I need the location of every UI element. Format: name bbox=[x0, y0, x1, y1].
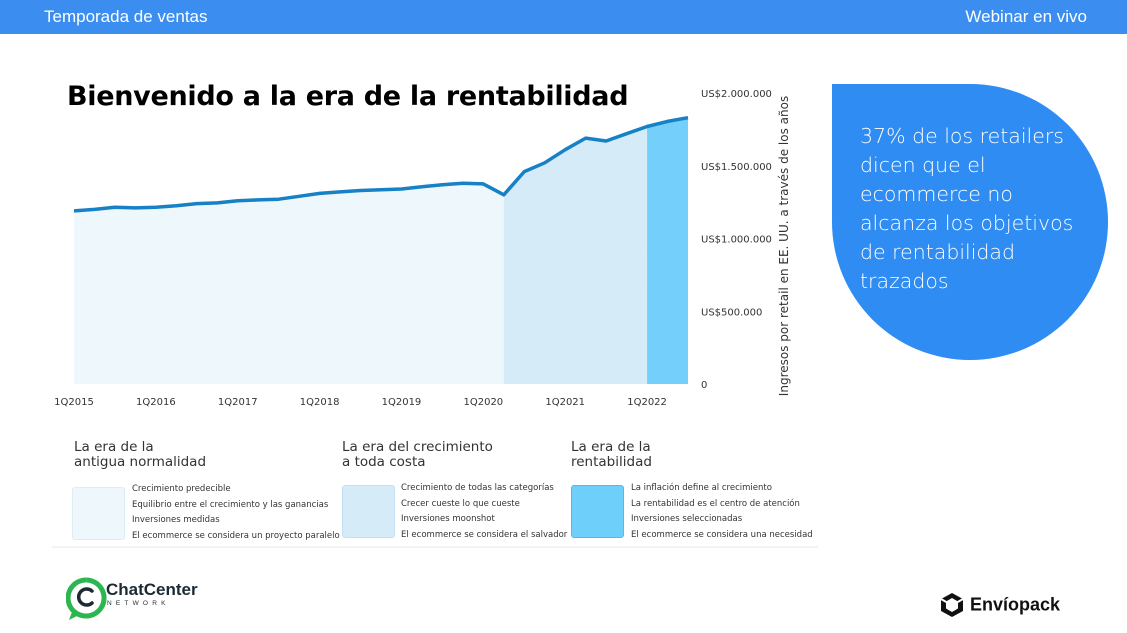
x-tick-label: 1Q2020 bbox=[463, 397, 503, 408]
era-color-swatch bbox=[571, 485, 624, 538]
era-item: Crecimiento predecible bbox=[132, 484, 231, 494]
x-tick-label: 1Q2019 bbox=[382, 397, 422, 408]
era-title-line: antigua normalidad bbox=[74, 454, 207, 470]
x-tick-label: 1Q2017 bbox=[218, 397, 258, 408]
era-band-1 bbox=[74, 183, 504, 384]
y-tick-label: US$2.000.000 bbox=[701, 89, 772, 100]
era-title: La era del crecimiento a toda costa bbox=[342, 440, 493, 470]
enviopack-logo: Envíopack bbox=[940, 593, 1061, 617]
era-title: La era de la antigua normalidad bbox=[74, 440, 206, 470]
era-color-swatch bbox=[72, 487, 125, 540]
enviopack-logo-text: Envíopack bbox=[970, 595, 1061, 615]
stat-bubble: 37% de los retailers dicen que el ecomme… bbox=[832, 84, 1108, 360]
x-tick-label: 1Q2021 bbox=[545, 397, 585, 408]
chatcenter-logo-c bbox=[76, 587, 94, 607]
era-bands bbox=[74, 117, 688, 384]
era-legend-growth: La era del crecimiento a toda costa Creci… bbox=[342, 440, 567, 540]
x-tick-label: 1Q2018 bbox=[300, 397, 340, 408]
x-tick-label: 1Q2015 bbox=[54, 397, 94, 408]
era-items: Crecimiento predecible Equilibrio entre … bbox=[132, 482, 340, 544]
eras-legend: La era de la antigua normalidad Crecimien… bbox=[52, 440, 818, 548]
era-title-line: La era de la bbox=[74, 439, 154, 455]
era-legend-profitability: La era de la rentabilidad La inflación de… bbox=[571, 440, 813, 540]
era-items: Crecimiento de todas las categorías Crec… bbox=[401, 481, 567, 543]
era-title-line: La era de la bbox=[571, 439, 651, 455]
era-item: La inflación define al crecimiento bbox=[631, 483, 772, 493]
y-tick-label: 0 bbox=[701, 380, 707, 391]
era-item: Inversiones moonshot bbox=[401, 514, 495, 524]
era-items: La inflación define al crecimiento La re… bbox=[631, 481, 813, 543]
y-axis-label: Ingresos por retail en EE. UU. a través … bbox=[777, 96, 791, 396]
revenue-area-chart: 1Q2015 1Q2016 1Q2017 1Q2018 1Q2019 1Q2020 1Q20… bbox=[54, 89, 791, 408]
page-title: Bienvenido a la era de la rentabilidad bbox=[67, 81, 629, 112]
x-axis-ticks: 1Q2015 1Q2016 1Q2017 1Q2018 1Q2019 1Q2020 1Q20… bbox=[54, 397, 667, 408]
enviopack-box-icon bbox=[940, 593, 964, 617]
revenue-series-line bbox=[73, 115, 689, 213]
top-bar: Temporada de ventas Webinar en vivo bbox=[0, 0, 1127, 34]
era-title-line: rentabilidad bbox=[571, 454, 652, 470]
era-title: La era de la rentabilidad bbox=[571, 440, 652, 470]
era-band-2 bbox=[503, 126, 648, 384]
stat-bubble-text: 37% de los retailers dicen que el ecomme… bbox=[860, 124, 1074, 293]
chatcenter-logo-subtext: NETWORK bbox=[107, 600, 170, 607]
era-item: Inversiones medidas bbox=[132, 515, 220, 525]
era-item: Crecimiento de todas las categorías bbox=[401, 483, 554, 493]
y-tick-label: US$1.500.000 bbox=[701, 162, 772, 173]
era-item: La rentabilidad es el centro de atención bbox=[631, 498, 800, 509]
header-right-text: Webinar en vivo bbox=[965, 7, 1087, 26]
era-item: Equilibrio entre el crecimiento y las ga… bbox=[132, 499, 329, 510]
y-tick-label: US$500.000 bbox=[701, 307, 762, 318]
era-title-line: La era del crecimiento bbox=[342, 439, 493, 455]
chatcenter-logo-ring bbox=[66, 577, 107, 619]
era-item: El ecommerce se considera una necesidad bbox=[631, 529, 813, 540]
era-item: Inversiones seleccionadas bbox=[631, 514, 743, 524]
x-tick-label: 1Q2016 bbox=[136, 397, 176, 408]
era-item: El ecommerce se considera un proyecto pa… bbox=[132, 530, 340, 541]
y-axis-ticks: 0 US$500.000 US$1.000.000 US$1.500.000 US$2.… bbox=[701, 89, 772, 391]
x-tick-label: 1Q2022 bbox=[627, 397, 667, 408]
era-legend-old-normal: La era de la antigua normalidad Crecimien… bbox=[72, 440, 340, 541]
y-tick-label: US$1.000.000 bbox=[701, 235, 772, 246]
era-title-line: a toda costa bbox=[342, 454, 426, 470]
era-item: El ecommerce se considera el salvador bbox=[401, 529, 568, 540]
era-item: Crecer cueste lo que cueste bbox=[401, 498, 520, 509]
chatcenter-logo-tail bbox=[69, 612, 79, 620]
header-left-text: Temporada de ventas bbox=[44, 7, 208, 26]
era-color-swatch bbox=[342, 485, 395, 538]
chatcenter-logo: ChatCenter NETWORK bbox=[66, 577, 198, 620]
chatcenter-logo-text: ChatCenter bbox=[106, 580, 198, 599]
era-band-3 bbox=[647, 117, 688, 384]
